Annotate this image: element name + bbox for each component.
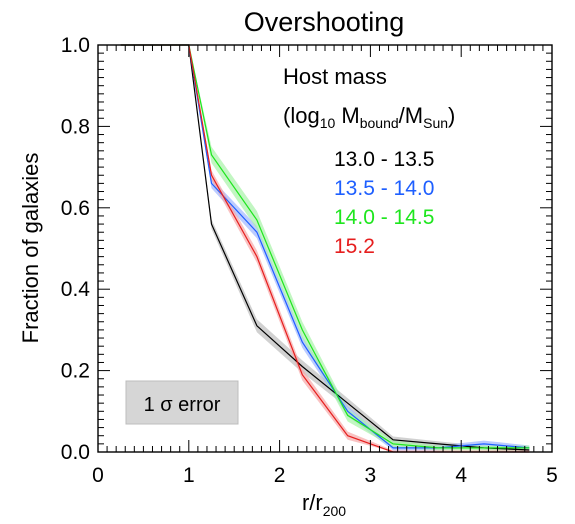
x-tick-label: 2 <box>274 464 286 487</box>
legend-title-part-bound: bound <box>360 115 399 131</box>
legend-entry: 13.0 - 13.5 <box>334 148 434 171</box>
x-tick-label: 1 <box>183 464 195 487</box>
y-tick-label: 0.8 <box>61 115 90 138</box>
x-tick-label: 5 <box>546 464 558 487</box>
chart-title: Overshooting <box>244 7 405 37</box>
error-box-label: 1 σ error <box>144 394 221 416</box>
axes: 0 1 2 3 4 5 0.0 0.2 0.4 0.6 0.8 1.0 <box>61 34 558 487</box>
legend-entry: 15.2 <box>334 235 375 258</box>
legend-entries: 13.0 - 13.5 13.5 - 14.0 14.0 - 14.5 15.2 <box>334 148 434 258</box>
x-tick-label: 4 <box>455 464 467 487</box>
y-tick-label: 1.0 <box>61 34 90 57</box>
x-axis-label-subscript: 200 <box>323 503 347 519</box>
x-tick-label: 0 <box>92 464 104 487</box>
error-box-sigma: σ <box>160 394 173 416</box>
x-tick-label: 3 <box>365 464 377 487</box>
x-axis-label: r/r200 <box>302 490 346 519</box>
legend-title-part-10: 10 <box>320 115 336 131</box>
y-tick-label: 0.6 <box>61 197 90 220</box>
y-tick-label: 0.0 <box>61 441 90 464</box>
y-tick-label: 0.2 <box>61 360 90 383</box>
legend-entry: 14.0 - 14.5 <box>334 206 434 229</box>
error-band-2 <box>120 45 530 451</box>
legend-title-part-m: M <box>335 103 359 128</box>
legend-entry: 13.5 - 14.0 <box>334 177 434 200</box>
error-box <box>125 380 239 425</box>
legend-title-part-sun: Sun <box>423 115 448 131</box>
legend-title-part-close: ) <box>448 103 455 128</box>
legend-title-part-slash: /M <box>399 103 423 128</box>
legend-title-part-log: (log <box>283 103 320 128</box>
error-box-label-part-1: 1 <box>144 394 161 416</box>
x-axis-label-main: r/r <box>302 490 323 515</box>
y-tick-label: 0.4 <box>61 278 91 301</box>
error-bands <box>120 45 530 452</box>
legend-title-line1: Host mass <box>283 64 387 89</box>
legend-title-line2: (log10 Mbound/MSun) <box>283 103 455 131</box>
y-axis-label: Fraction of galaxies <box>18 153 43 344</box>
error-box-label-part-2: error <box>173 394 221 416</box>
